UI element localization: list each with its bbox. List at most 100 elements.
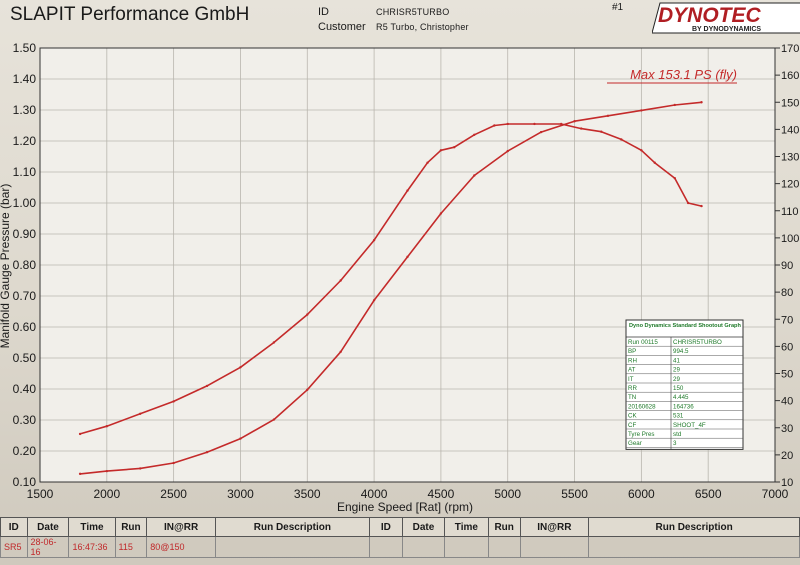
dynotec-logo: DYNOTEC BY DYNODYNAMICS xyxy=(652,2,800,34)
y-axis-ticks: 0.10 0.20 0.30 0.40 0.50 0.60 0.70 0.80 0.90 1.00… xyxy=(13,41,37,489)
y2-tick-label-2: 30 xyxy=(781,423,793,435)
y2-tick-label-0: 10 xyxy=(781,477,793,489)
y-tick-label-8: 0.90 xyxy=(13,227,37,241)
legend-title: Dyno Dynamics Standard Shootout Graph xyxy=(629,323,741,329)
logo-sub-text: BY DYNODYNAMICS xyxy=(692,26,761,33)
y2-tick-label-14: 150 xyxy=(781,97,799,109)
run-table-header-5: Run Description xyxy=(214,517,370,537)
legend-value-10: std xyxy=(673,431,682,438)
legend-value-2: 41 xyxy=(673,357,680,364)
y-tick-label-3: 0.40 xyxy=(13,382,37,396)
series-1-point-15 xyxy=(573,120,576,123)
y2-axis-ticks: 10 20 30 40 50 60 70 80 90 100 110 120 130 140 150 160 1… xyxy=(775,43,799,489)
run-table-header-7: Date xyxy=(402,517,445,537)
dyno-chart: 1500 2000 2500 3000 3500 4000 4500 5000 5500 6000… xyxy=(0,41,799,514)
y2-tick-label-4: 50 xyxy=(781,369,793,381)
y2-tick-label-16: 170 xyxy=(781,43,799,55)
run-table-cell-1: 28-06-16 xyxy=(26,536,70,558)
x-tick-label-2: 2500 xyxy=(160,487,187,501)
y2-tick-label-13: 140 xyxy=(781,124,799,136)
series-1-point-10 xyxy=(406,255,409,259)
x-tick-label-5: 4000 xyxy=(361,487,388,501)
y2-tick-label-11: 120 xyxy=(781,179,799,191)
y2-tick-label-10: 110 xyxy=(781,206,799,218)
series-0-point-20 xyxy=(600,130,603,133)
x-tick-label-10: 6500 xyxy=(695,487,722,501)
series-1-point-6 xyxy=(272,418,276,421)
series-0-point-24 xyxy=(673,177,676,180)
legend-value-6: 4.445 xyxy=(673,394,689,401)
series-1-point-8 xyxy=(339,350,342,353)
series-0-point-14 xyxy=(473,133,476,136)
series-1-point-3 xyxy=(172,461,175,465)
series-0-point-25 xyxy=(686,201,690,205)
series-group xyxy=(78,101,703,476)
run-table-row: SR5 28-06-16 16:47:36 115 80@150 xyxy=(0,536,800,558)
run-table-cell-8 xyxy=(443,536,489,558)
series-0-point-11 xyxy=(426,161,429,164)
y-tick-label-7: 0.80 xyxy=(13,258,37,272)
x-tick-label-11: 7000 xyxy=(762,487,789,501)
y-tick-label-0: 0.10 xyxy=(13,475,37,489)
y-tick-label-10: 1.10 xyxy=(13,165,37,179)
legend-key-5: RR xyxy=(628,385,637,392)
x-tick-label-1: 2000 xyxy=(93,487,120,501)
series-0-point-6 xyxy=(272,341,276,344)
run-table-header-10: IN@RR xyxy=(519,517,590,537)
legend-value-3: 29 xyxy=(673,367,680,374)
series-1-point-5 xyxy=(239,437,242,440)
series-0-point-17 xyxy=(533,122,536,126)
series-0-point-1 xyxy=(105,425,109,428)
series-0-point-8 xyxy=(339,279,342,282)
sheet-header: SLAPIT Performance GmbH ID CHRISR5TURBO … xyxy=(0,0,800,42)
id-value: CHRISR5TURBO xyxy=(376,7,450,17)
legend-value-0: CHRISR5TURBO xyxy=(673,339,722,346)
run-table-header-3: Run xyxy=(114,517,148,537)
series-0-point-3 xyxy=(172,400,175,403)
run-table-cell-7 xyxy=(402,536,445,558)
legend-key-7: 20160628 xyxy=(628,403,656,410)
legend-key-3: AT xyxy=(628,367,636,374)
max-power-annotation: Max 153.1 PS (fly) xyxy=(630,67,737,82)
run-table-cell-9 xyxy=(487,536,521,558)
logo-main-text: DYNOTEC xyxy=(658,4,762,27)
run-info-legend: Dyno Dynamics Standard Shootout Graph Run… xyxy=(625,319,744,450)
series-0-point-7 xyxy=(306,313,309,316)
run-table-header-4: IN@RR xyxy=(146,517,216,537)
y-tick-label-1: 0.20 xyxy=(13,444,37,458)
x-tick-label-9: 6000 xyxy=(628,487,655,501)
run-table-cell-2: 16:47:36 xyxy=(68,536,116,558)
run-table-header-0: ID xyxy=(0,517,28,537)
x-tick-label-6: 4500 xyxy=(428,487,455,501)
y2-tick-label-5: 60 xyxy=(781,341,793,353)
series-1-point-16 xyxy=(606,114,610,118)
legend-value-8: 531 xyxy=(673,413,684,420)
run-number: #1 xyxy=(612,2,624,13)
y-tick-label-4: 0.50 xyxy=(13,351,37,365)
series-1-point-9 xyxy=(372,299,376,302)
y-tick-label-5: 0.60 xyxy=(13,320,37,334)
y-axis-label: Manifold Gauge Pressure (bar) xyxy=(0,184,12,349)
series-0-point-5 xyxy=(239,366,242,369)
y-tick-label-12: 1.30 xyxy=(13,103,37,117)
run-table-header-11: Run Description xyxy=(588,517,800,537)
legend-key-0: Run 00115 xyxy=(628,339,658,346)
run-table-cell-4: 80@150 xyxy=(146,536,216,558)
series-line-power xyxy=(80,101,702,475)
x-tick-label-3: 3000 xyxy=(227,487,254,501)
legend-key-2: RH xyxy=(628,357,637,364)
y-tick-label-14: 1.50 xyxy=(13,41,37,55)
run-table-cell-3: 115 xyxy=(114,536,148,558)
y-tick-label-9: 1.00 xyxy=(13,196,37,210)
legend-box xyxy=(625,319,744,450)
legend-key-11: Gear xyxy=(628,440,642,447)
x-tick-label-0: 1500 xyxy=(27,487,54,501)
legend-key-9: CF xyxy=(628,422,636,429)
run-table-header-6: ID xyxy=(368,517,404,537)
y2-tick-label-7: 80 xyxy=(781,287,793,299)
legend-key-4: IT xyxy=(628,376,634,383)
legend-value-1: 994.5 xyxy=(673,348,689,355)
y2-tick-label-6: 70 xyxy=(781,314,793,326)
y-tick-label-13: 1.40 xyxy=(13,72,37,86)
